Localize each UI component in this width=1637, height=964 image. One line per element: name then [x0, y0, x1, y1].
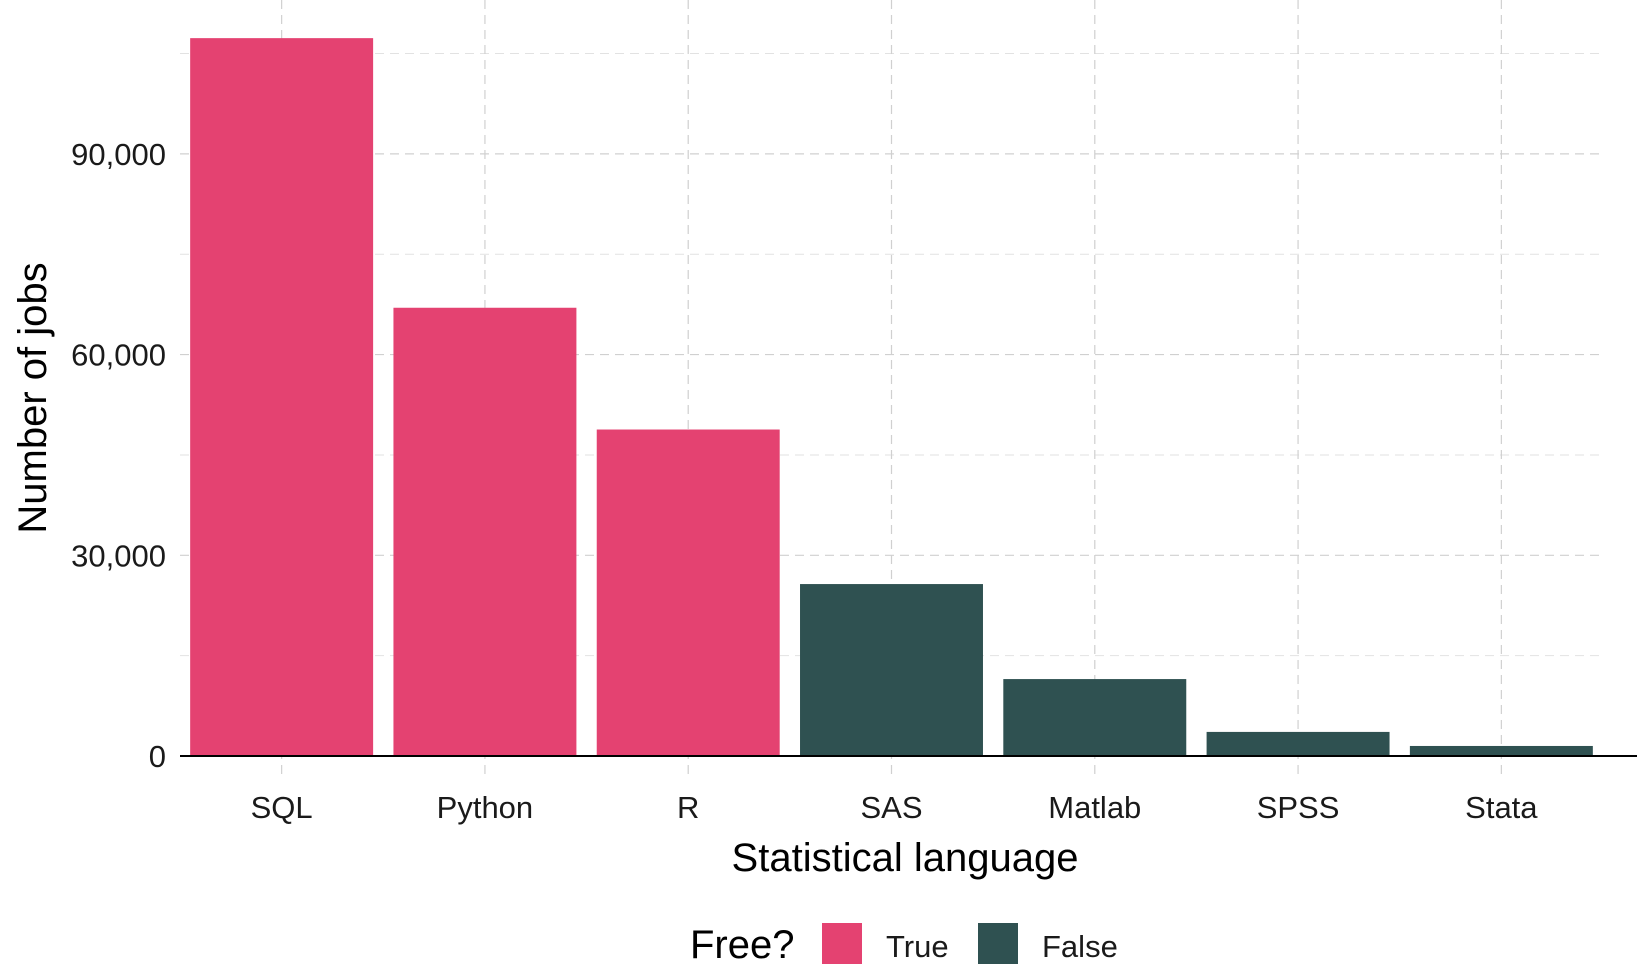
- y-tick-label: 30,000: [71, 538, 166, 573]
- x-tick-label-matlab: Matlab: [1048, 790, 1141, 825]
- legend-swatch-true: [822, 923, 862, 964]
- x-tick-label-spss: SPSS: [1257, 790, 1340, 825]
- legend-swatch-false: [978, 923, 1018, 964]
- bars: [190, 38, 1593, 756]
- y-tick-label: 0: [149, 739, 166, 774]
- y-tick-label: 60,000: [71, 338, 166, 373]
- x-tick-label-stata: Stata: [1465, 790, 1538, 825]
- legend-label-false: False: [1042, 929, 1118, 964]
- x-tick-label-r: R: [677, 790, 699, 825]
- bar-python: [393, 307, 577, 756]
- y-tick-label: 90,000: [71, 137, 166, 172]
- legend-title: Free?: [690, 923, 795, 964]
- x-axis-title: Statistical language: [732, 836, 1079, 880]
- legend-label-true: True: [886, 929, 949, 964]
- x-tick-label-python: Python: [437, 790, 534, 825]
- bar-spss: [1206, 731, 1390, 756]
- y-axis-title: Number of jobs: [11, 262, 55, 533]
- legend: Free? True False: [690, 923, 1118, 964]
- x-tick-label-sql: SQL: [251, 790, 313, 825]
- bar-sas: [800, 584, 983, 756]
- x-axis-tick-labels: SQL Python R SAS Matlab SPSS Stata: [251, 790, 1539, 825]
- bar-stata: [1409, 745, 1593, 756]
- y-axis-tick-labels: 0 30,000 60,000 90,000: [71, 137, 166, 774]
- bar-sql: [190, 38, 374, 756]
- x-tick-label-sas: SAS: [860, 790, 922, 825]
- bar-matlab: [1003, 679, 1187, 756]
- bar-r: [596, 429, 780, 756]
